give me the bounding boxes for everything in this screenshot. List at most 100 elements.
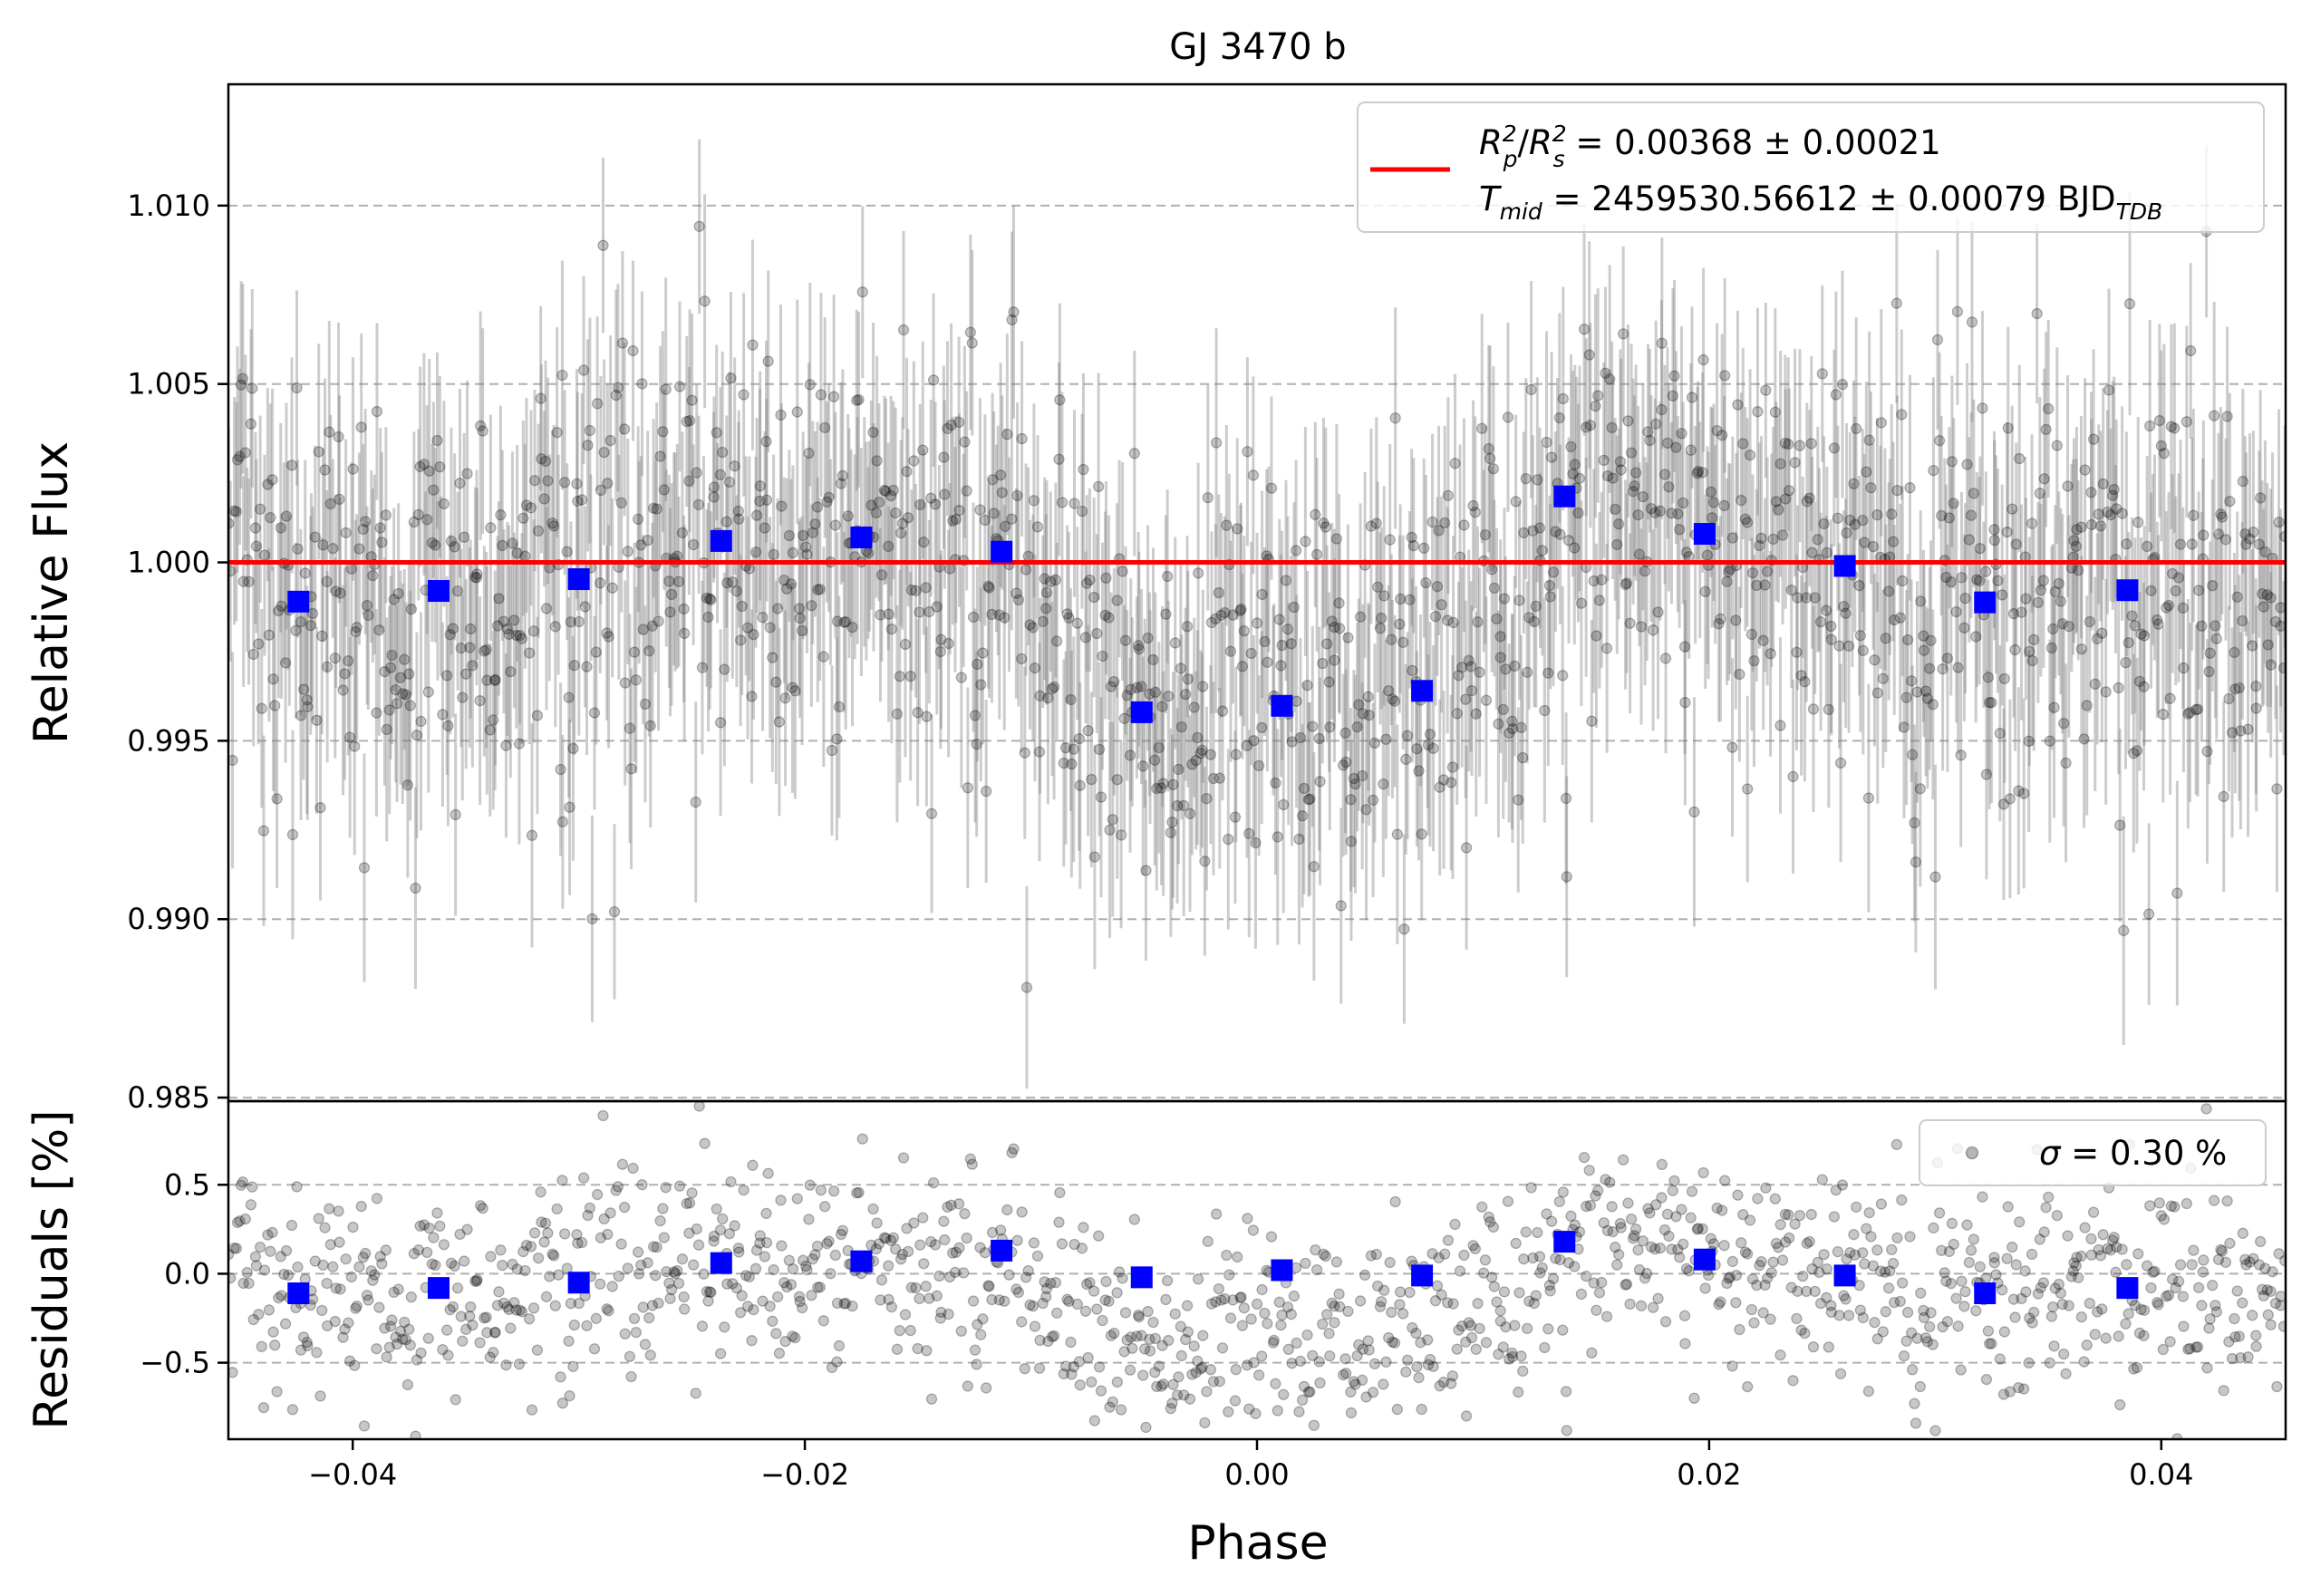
residual-data-point	[2048, 1340, 2060, 1352]
residual-data-point	[1736, 1237, 1747, 1249]
residual-data-point	[1956, 1275, 1968, 1287]
flux-data-point	[1742, 783, 1754, 795]
residual-data-point	[1518, 1253, 1530, 1265]
residual-data-point	[873, 1238, 885, 1250]
flux-data-point	[729, 460, 740, 472]
flux-data-point	[1136, 681, 1147, 692]
residual-data-point	[1037, 1297, 1049, 1310]
flux-data-point	[931, 601, 943, 613]
flux-data-point	[1278, 798, 1290, 811]
residual-data-point	[516, 1306, 528, 1318]
residual-data-point	[1137, 1369, 1149, 1381]
flux-data-point	[1442, 489, 1455, 501]
residual-data-point	[489, 1326, 501, 1339]
residual-data-point	[1726, 1255, 1738, 1268]
flux-data-point	[1541, 436, 1552, 449]
flux-data-point	[1214, 772, 1225, 784]
residual-data-point	[2235, 1351, 2247, 1364]
residual-data-point	[1437, 1376, 1450, 1388]
flux-data-point	[1326, 615, 1338, 627]
flux-data-point	[1889, 614, 1900, 626]
flux-data-point	[691, 467, 702, 479]
flux-data-point	[588, 707, 601, 719]
residual-data-point	[1661, 1208, 1674, 1220]
flux-data-point	[1688, 806, 1700, 817]
flux-data-point	[1241, 740, 1253, 751]
residual-data-point	[423, 1223, 435, 1234]
residual-data-point	[885, 1301, 898, 1313]
residual-data-point	[733, 1246, 745, 1258]
flux-data-point	[1998, 672, 2010, 685]
residual-data-point	[1079, 1305, 1092, 1317]
residual-data-point	[1333, 1288, 1345, 1300]
residual-data-point	[1862, 1385, 1875, 1398]
flux-data-point	[1313, 732, 1325, 745]
residual-data-point	[794, 1295, 806, 1308]
residual-data-point	[1483, 1211, 1494, 1224]
residual-data-point	[1247, 1224, 1260, 1236]
residual-data-point	[556, 1398, 569, 1409]
residual-data-point	[760, 1236, 773, 1249]
residual-data-point	[772, 1291, 784, 1303]
flux-data-point	[1509, 660, 1521, 672]
flux-data-point	[1493, 718, 1504, 730]
flux-data-point	[1875, 417, 1887, 429]
residual-data-point	[1683, 1265, 1695, 1277]
residual-data-point	[1644, 1207, 1656, 1219]
flux-data-point	[760, 435, 772, 448]
residual-data-point	[1236, 1320, 1249, 1331]
residual-data-point	[2060, 1368, 2072, 1379]
residual-data-point	[1925, 1307, 1937, 1319]
residual-data-point	[556, 1175, 568, 1186]
residual-data-point	[767, 1315, 778, 1327]
residual-data-point	[1404, 1286, 1416, 1299]
flux-data-point	[404, 700, 416, 711]
flux-data-point	[796, 624, 808, 637]
residual-binned-point	[1130, 1266, 1153, 1289]
flux-data-point	[1854, 630, 1867, 642]
flux-data-point	[489, 673, 501, 686]
flux-data-point	[469, 571, 481, 583]
residual-data-point	[1340, 1368, 1352, 1379]
residual-data-point	[1539, 1341, 1551, 1354]
flux-data-point	[628, 646, 641, 658]
residual-data-point	[1082, 1351, 1094, 1364]
flux-data-point	[778, 574, 790, 586]
residual-data-point	[1830, 1184, 1842, 1196]
residuals-y-axis-label: Residuals [%]	[24, 1109, 79, 1429]
residual-data-point	[787, 1262, 799, 1275]
residual-data-point	[1530, 1290, 1542, 1301]
flux-data-point	[902, 512, 914, 524]
residual-data-point	[1871, 1333, 1883, 1345]
residual-data-point	[1348, 1376, 1359, 1388]
flux-data-point	[1321, 638, 1333, 650]
flux-data-point	[1362, 691, 1374, 702]
flux-data-point	[1394, 593, 1407, 605]
flux-data-point	[1801, 592, 1813, 604]
residual-data-point	[2253, 1259, 2266, 1271]
residual-data-point	[286, 1404, 299, 1416]
flux-data-point	[1533, 522, 1546, 534]
residual-data-point	[549, 1300, 561, 1311]
flux-data-point	[1610, 503, 1621, 516]
residual-data-point	[1338, 1369, 1349, 1381]
flux-data-point	[1557, 670, 1569, 682]
flux-data-point	[1485, 564, 1498, 576]
residual-data-point	[1357, 1343, 1369, 1355]
flux-data-point	[1792, 592, 1803, 604]
residual-data-point	[1503, 1353, 1515, 1365]
flux-data-point	[2111, 503, 2122, 515]
residual-data-point	[1751, 1279, 1763, 1291]
residual-data-point	[949, 1266, 962, 1278]
residual-data-point	[454, 1228, 466, 1241]
flux-data-point	[1006, 314, 1018, 326]
flux-data-point	[2210, 633, 2223, 644]
residual-data-point	[1833, 1310, 1845, 1321]
flux-data-point	[1092, 480, 1105, 493]
residual-data-point	[2032, 1288, 2045, 1300]
flux-data-point	[2132, 517, 2144, 528]
residual-data-point	[1741, 1248, 1754, 1260]
flux-data-point	[1320, 521, 1331, 533]
residual-data-point	[741, 1301, 754, 1312]
residual-data-point	[262, 1229, 274, 1241]
